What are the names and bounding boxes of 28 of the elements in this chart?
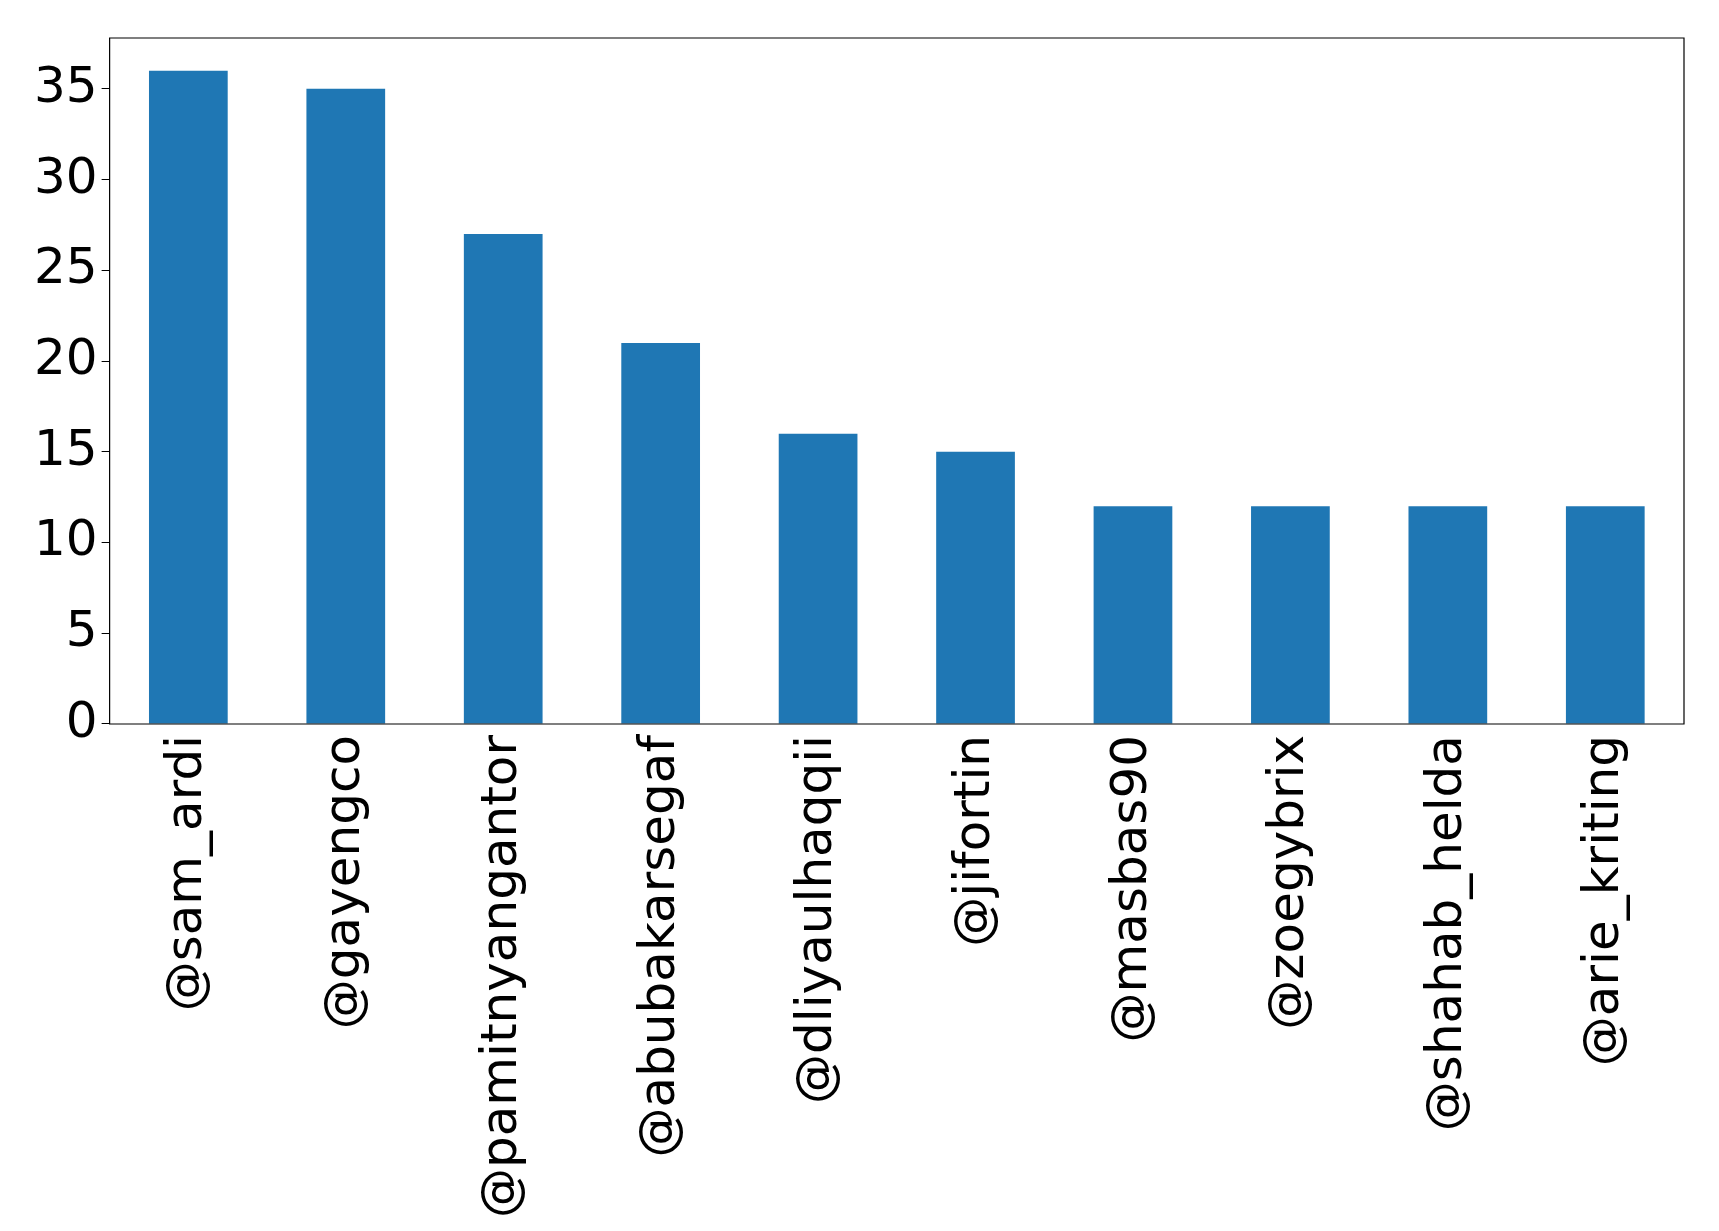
- bar: [621, 342, 701, 724]
- bar: [1093, 506, 1173, 724]
- bar: [1565, 506, 1645, 724]
- bar: [306, 88, 386, 724]
- bar: [778, 433, 858, 724]
- y-tick-label: 25: [34, 237, 98, 296]
- x-tick-label: @arie_kriting: [1572, 734, 1631, 1067]
- x-tick-label: @zoegybrix: [1257, 734, 1316, 1030]
- y-tick-label: 35: [34, 55, 98, 114]
- x-tick-label: @masbas90: [1099, 734, 1158, 1043]
- y-tick-label: 10: [34, 509, 98, 568]
- x-tick-label: @gayengco: [312, 734, 371, 1030]
- y-tick-label: 15: [34, 418, 98, 477]
- bar: [1408, 506, 1488, 724]
- bar: [1251, 506, 1330, 724]
- x-tick-label: @jifortin: [942, 734, 1001, 947]
- x-tick-label: @abubakarsegaf: [627, 733, 686, 1158]
- x-tick-label: @sam_ardi: [155, 734, 214, 1012]
- y-tick-label: 5: [65, 600, 98, 659]
- y-tick-label: 30: [34, 146, 98, 205]
- bar: [148, 70, 228, 724]
- y-tick-label: 0: [65, 690, 98, 749]
- bar: [463, 234, 543, 724]
- bar: [936, 451, 1015, 724]
- y-tick-label: 20: [34, 328, 98, 387]
- x-tick-label: @shahab_helda: [1414, 734, 1473, 1132]
- x-tick-label: @dliyaulhaqqii: [785, 734, 844, 1104]
- x-tick-label: @pamitnyangantor: [470, 734, 529, 1219]
